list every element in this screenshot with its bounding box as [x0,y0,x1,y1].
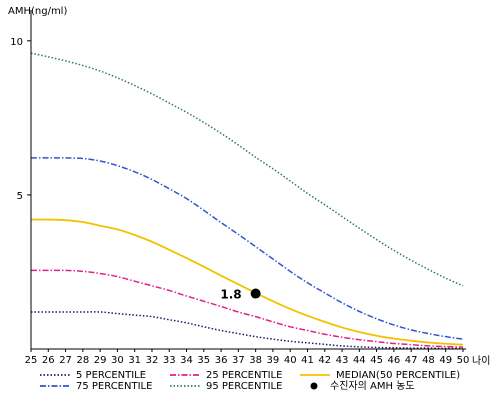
x-ticks: 25 26 27 28 29 30 31 32 33 34 35 36 37 38 39 40 41 42 43 44… [25,349,470,366]
x-tick-label-42: 42 [318,355,331,366]
x-tick-label-44: 44 [353,355,366,366]
x-tick-label-47: 47 [405,355,418,366]
legend: 5 PERCENTILE 25 PERCENTILE MEDIAN(50 PERCE… [40,370,460,392]
patient-amh-point [250,288,261,299]
x-tick-label-41: 41 [301,355,314,366]
series-line-1 [31,269,464,348]
y-tick-label-10: 10 [10,37,23,48]
x-tick-label-33: 33 [163,355,176,366]
x-axis-label: 나이 [472,355,490,367]
x-tick-label-38: 38 [249,355,262,366]
axes: AMH(ng/ml) 나이 [8,6,490,367]
legend-swatch-point [310,382,318,390]
legend-label-point: 수진자의 AMH 농도 [330,380,415,392]
legend-label-1: 25 PERCENTILE [206,370,282,381]
x-tick-label-48: 48 [422,355,435,366]
x-tick-label-28: 28 [76,355,89,366]
legend-label-0: 5 PERCENTILE [76,370,146,381]
x-tick-label-30: 30 [111,355,124,366]
legend-label-2: MEDIAN(50 PERCENTILE) [336,370,460,381]
y-tick-label-5: 5 [17,191,23,202]
legend-label-3: 75 PERCENTILE [76,381,152,392]
x-tick-label-37: 37 [232,355,245,366]
x-tick-label-27: 27 [59,355,72,366]
x-tick-label-31: 31 [128,355,141,366]
x-tick-label-40: 40 [284,355,297,366]
x-tick-label-36: 36 [215,355,228,366]
plot-area: 1.8 [30,52,464,350]
x-tick-label-43: 43 [336,355,349,366]
series-line-3 [31,157,464,340]
x-tick-label-34: 34 [180,355,193,366]
legend-label-4: 95 PERCENTILE [206,381,282,392]
series-line-2 [30,218,464,346]
x-tick-label-45: 45 [370,355,383,366]
x-tick-label-49: 49 [439,355,452,366]
x-tick-label-46: 46 [388,355,401,366]
y-ticks: 5 10 [10,37,31,202]
series-line-4 [30,52,464,287]
x-tick-label-32: 32 [146,355,159,366]
x-tick-label-25: 25 [25,355,38,366]
y-axis-label: AMH(ng/ml) [8,6,67,17]
x-tick-label-50: 50 [457,355,470,366]
x-tick-label-26: 26 [42,355,55,366]
x-tick-label-29: 29 [94,355,107,366]
x-tick-label-35: 35 [197,355,210,366]
series-line-0 [30,311,464,350]
x-tick-label-39: 39 [267,355,280,366]
patient-amh-label: 1.8 [220,288,241,302]
